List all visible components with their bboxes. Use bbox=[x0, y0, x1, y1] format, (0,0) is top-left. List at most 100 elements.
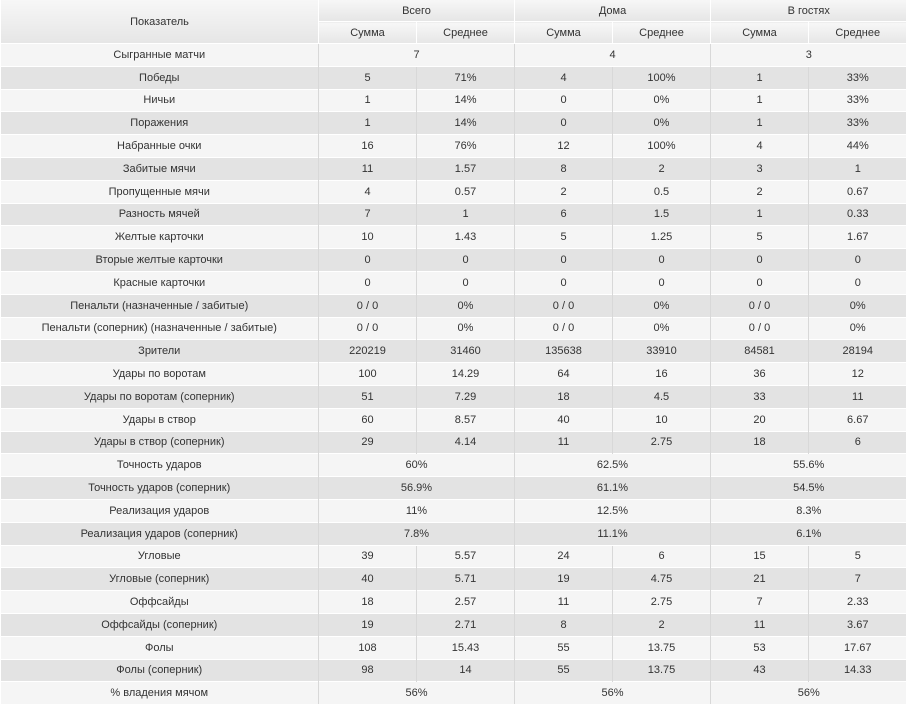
stat-cell: 2.33 bbox=[808, 590, 906, 614]
stat-cell: 0.33 bbox=[808, 202, 906, 226]
stat-cell: 220219 bbox=[318, 339, 417, 363]
row-label: Оффсайды bbox=[0, 590, 319, 614]
stat-cell: 15 bbox=[710, 544, 809, 568]
row-label: Ничьи bbox=[0, 88, 319, 112]
row-label: Вторые желтые карточки bbox=[0, 248, 319, 272]
stat-cell: 0 bbox=[318, 248, 417, 272]
row-label: Желтые карточки bbox=[0, 225, 319, 249]
stat-cell: 1.5 bbox=[612, 202, 711, 226]
stat-cell: 8 bbox=[514, 156, 613, 181]
stat-cell: 100% bbox=[612, 134, 711, 158]
table-row: Сыгранные матчи 7 4 3 bbox=[0, 43, 906, 67]
stat-cell: 13.75 bbox=[612, 658, 711, 682]
stat-cell: 0 / 0 bbox=[514, 293, 613, 318]
row-label: Реализация ударов (соперник) bbox=[0, 521, 319, 546]
stat-cell: 11.1% bbox=[514, 521, 711, 546]
header-avg-home: Среднее bbox=[612, 21, 711, 44]
table-row: Точность ударов 60% 62.5% 55.6% bbox=[0, 453, 906, 477]
stat-cell: 0 / 0 bbox=[514, 316, 613, 340]
stat-cell: 14.29 bbox=[416, 362, 515, 386]
stat-cell: 51 bbox=[318, 384, 417, 409]
stat-cell: 33% bbox=[808, 65, 906, 90]
row-label: Победы bbox=[0, 65, 319, 90]
stat-cell: 1 bbox=[416, 202, 515, 226]
stat-cell: 100% bbox=[612, 65, 711, 90]
stat-cell: 2.75 bbox=[612, 590, 711, 614]
table-row: Забитые мячи 11 1.57 8 2 3 1 bbox=[0, 156, 906, 181]
stat-cell: 108 bbox=[318, 635, 417, 660]
stat-cell: 55 bbox=[514, 658, 613, 682]
stat-cell: 2.71 bbox=[416, 612, 515, 637]
stat-cell: 31460 bbox=[416, 339, 515, 363]
row-label: Зрители bbox=[0, 339, 319, 363]
stat-cell: 7 bbox=[318, 202, 417, 226]
table-row: Пенальти (соперник) (назначенные / забит… bbox=[0, 316, 906, 340]
table-row: Пенальти (назначенные / забитые) 0 / 0 0% 0… bbox=[0, 293, 906, 318]
stat-cell: 40 bbox=[514, 407, 613, 432]
stat-cell: 0 / 0 bbox=[710, 316, 809, 340]
stat-cell: 1.43 bbox=[416, 225, 515, 249]
row-label: Угловые (соперник) bbox=[0, 567, 319, 591]
stat-cell: 0 bbox=[416, 270, 515, 295]
row-label: Точность ударов (соперник) bbox=[0, 476, 319, 500]
stat-cell: 11 bbox=[514, 430, 613, 454]
row-label: Удары по воротам bbox=[0, 362, 319, 386]
table-row: Вторые желтые карточки 0 0 0 0 0 0 bbox=[0, 248, 906, 272]
stat-cell: 10 bbox=[612, 407, 711, 432]
row-label: Угловые bbox=[0, 544, 319, 568]
stat-cell: 19 bbox=[318, 612, 417, 637]
stat-cell: 60% bbox=[318, 453, 515, 477]
stat-cell: 8.57 bbox=[416, 407, 515, 432]
table-row: Удары в створ (соперник) 29 4.14 11 2.75 18 6 bbox=[0, 430, 906, 454]
stat-cell: 54.5% bbox=[710, 476, 906, 500]
stat-cell: 2 bbox=[514, 179, 613, 204]
row-label: Поражения bbox=[0, 111, 319, 135]
table-row: Угловые 39 5.57 24 6 15 5 bbox=[0, 544, 906, 568]
table-row: Красные карточки 0 0 0 0 0 0 bbox=[0, 270, 906, 295]
table-row: Пропущенные мячи 4 0.57 2 0.5 2 0.67 bbox=[0, 179, 906, 204]
stat-cell: 0 bbox=[612, 248, 711, 272]
stat-cell: 8 bbox=[514, 612, 613, 637]
stat-cell: 44% bbox=[808, 134, 906, 158]
stat-cell: 0.5 bbox=[612, 179, 711, 204]
stat-cell: 1 bbox=[710, 111, 809, 135]
table-row: Удары в створ 60 8.57 40 10 20 6.67 bbox=[0, 407, 906, 432]
stat-cell: 7.8% bbox=[318, 521, 515, 546]
stat-cell: 1 bbox=[318, 88, 417, 112]
stat-cell: 0% bbox=[612, 293, 711, 318]
stat-cell: 56% bbox=[710, 681, 906, 704]
stat-cell: 6 bbox=[808, 430, 906, 454]
stat-cell: 6 bbox=[612, 544, 711, 568]
stat-cell: 135638 bbox=[514, 339, 613, 363]
stat-cell: 7 bbox=[808, 567, 906, 591]
stat-cell: 14% bbox=[416, 111, 515, 135]
stat-cell: 33 bbox=[710, 384, 809, 409]
stat-cell: 11 bbox=[808, 384, 906, 409]
stat-cell: 5 bbox=[710, 225, 809, 249]
stat-cell: 1 bbox=[318, 111, 417, 135]
stat-cell: 7.29 bbox=[416, 384, 515, 409]
stat-cell: 4 bbox=[710, 134, 809, 158]
stat-cell: 84581 bbox=[710, 339, 809, 363]
stat-cell: 11 bbox=[710, 612, 809, 637]
stat-cell: 0 / 0 bbox=[318, 293, 417, 318]
row-label: Точность ударов bbox=[0, 453, 319, 477]
stat-cell: 1 bbox=[710, 88, 809, 112]
stat-cell: 4.75 bbox=[612, 567, 711, 591]
header-sum-home: Сумма bbox=[514, 21, 613, 44]
stat-cell: 16 bbox=[318, 134, 417, 158]
header-avg-total: Среднее bbox=[416, 21, 515, 44]
stat-cell: 5 bbox=[808, 544, 906, 568]
stat-cell: 0 bbox=[416, 248, 515, 272]
stat-cell: 11% bbox=[318, 498, 515, 523]
row-label: Красные карточки bbox=[0, 270, 319, 295]
stat-cell: 1.67 bbox=[808, 225, 906, 249]
stat-cell: 100 bbox=[318, 362, 417, 386]
table-row: Удары по воротам 100 14.29 64 16 36 12 bbox=[0, 362, 906, 386]
stat-cell: 4 bbox=[514, 43, 711, 67]
stat-cell: 55 bbox=[514, 635, 613, 660]
stat-cell: 5 bbox=[514, 225, 613, 249]
stat-cell: 56.9% bbox=[318, 476, 515, 500]
stat-cell: 0 bbox=[710, 248, 809, 272]
row-label: Реализация ударов bbox=[0, 498, 319, 523]
